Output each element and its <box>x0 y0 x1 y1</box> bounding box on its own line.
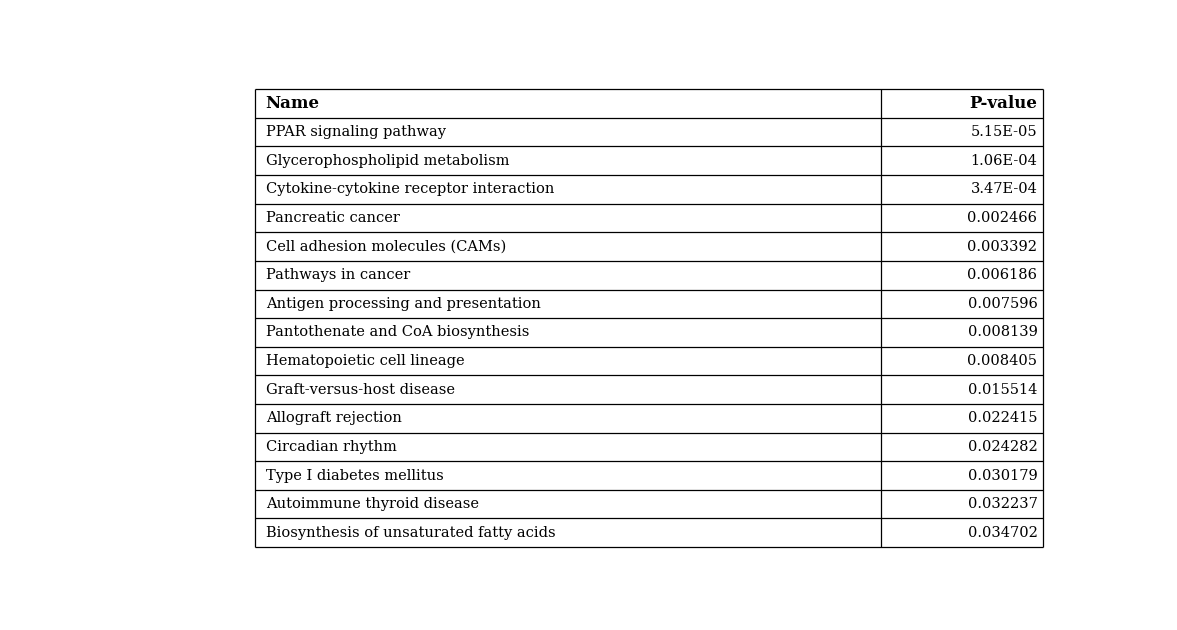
Text: Circadian rhythm: Circadian rhythm <box>266 440 397 454</box>
Text: 0.002466: 0.002466 <box>967 211 1037 225</box>
Text: 0.006186: 0.006186 <box>967 268 1037 282</box>
Text: Hematopoietic cell lineage: Hematopoietic cell lineage <box>266 354 465 368</box>
Text: 1.06E-04: 1.06E-04 <box>971 154 1037 168</box>
Text: 0.007596: 0.007596 <box>967 297 1037 311</box>
Text: Pathways in cancer: Pathways in cancer <box>266 268 410 282</box>
Text: 0.030179: 0.030179 <box>967 469 1037 483</box>
Text: 0.008139: 0.008139 <box>967 326 1037 340</box>
Text: Allograft rejection: Allograft rejection <box>266 411 401 425</box>
Text: Antigen processing and presentation: Antigen processing and presentation <box>266 297 540 311</box>
Text: Cell adhesion molecules (CAMs): Cell adhesion molecules (CAMs) <box>266 239 506 254</box>
Text: 0.015514: 0.015514 <box>967 382 1037 397</box>
Text: Cytokine-cytokine receptor interaction: Cytokine-cytokine receptor interaction <box>266 182 554 197</box>
Text: Graft-versus-host disease: Graft-versus-host disease <box>266 382 454 397</box>
Text: 0.022415: 0.022415 <box>967 411 1037 425</box>
Text: Glycerophospholipid metabolism: Glycerophospholipid metabolism <box>266 154 510 168</box>
Text: Name: Name <box>266 95 320 112</box>
Text: P-value: P-value <box>970 95 1037 112</box>
Text: Biosynthesis of unsaturated fatty acids: Biosynthesis of unsaturated fatty acids <box>266 526 556 540</box>
Text: 0.032237: 0.032237 <box>967 497 1037 511</box>
Text: Autoimmune thyroid disease: Autoimmune thyroid disease <box>266 497 479 511</box>
Text: 5.15E-05: 5.15E-05 <box>971 125 1037 139</box>
Text: PPAR signaling pathway: PPAR signaling pathway <box>266 125 446 139</box>
Text: Pancreatic cancer: Pancreatic cancer <box>266 211 399 225</box>
Text: 0.034702: 0.034702 <box>967 526 1037 540</box>
Text: 0.024282: 0.024282 <box>967 440 1037 454</box>
Text: 0.003392: 0.003392 <box>967 239 1037 254</box>
Text: Type I diabetes mellitus: Type I diabetes mellitus <box>266 469 444 483</box>
Text: 0.008405: 0.008405 <box>967 354 1037 368</box>
Text: Pantothenate and CoA biosynthesis: Pantothenate and CoA biosynthesis <box>266 326 530 340</box>
Text: 3.47E-04: 3.47E-04 <box>971 182 1037 197</box>
